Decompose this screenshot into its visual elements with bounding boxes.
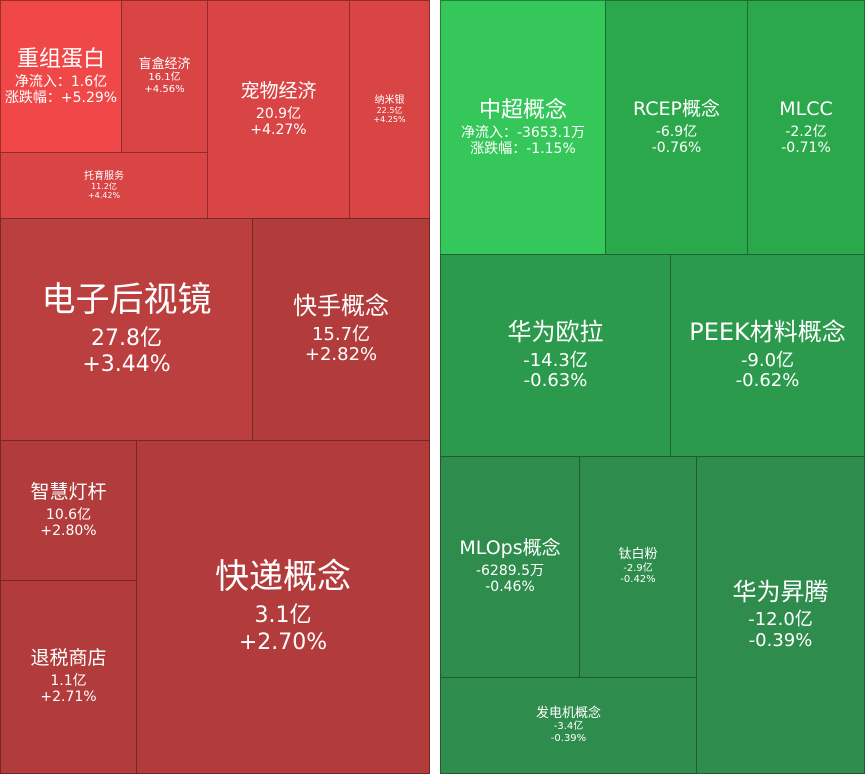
tile-net-inflow: 20.9亿 (255, 105, 302, 122)
tile-name: RCEP概念 (633, 97, 720, 120)
tile-name: MLOps概念 (459, 537, 561, 560)
tile-change: +2.70% (238, 629, 328, 655)
tile-net-inflow: -3.4亿 (553, 721, 584, 733)
tile-fadianji-gainian[interactable]: 发电机概念 -3.4亿 -0.39% (440, 677, 697, 774)
tile-net-inflow: 16.1亿 (148, 72, 181, 84)
tile-change: 涨跌幅：-1.15% (470, 141, 576, 158)
tile-nami-yin[interactable]: 纳米银 22.5亿 +4.25% (349, 0, 430, 219)
tile-net-inflow: -6.9亿 (655, 123, 698, 140)
tile-zhihui-denggan[interactable]: 智慧灯杆 10.6亿 +2.80% (0, 440, 137, 581)
tile-name: 智慧灯杆 (30, 480, 107, 503)
tile-name: 快手概念 (293, 292, 389, 321)
tile-tuoyu-fuwu[interactable]: 托育服务 11.2亿 +4.42% (0, 152, 208, 219)
tile-mlcc[interactable]: MLCC -2.2亿 -0.71% (747, 0, 865, 255)
tile-name: 托育服务 (84, 170, 124, 182)
tile-change: +2.71% (40, 689, 97, 706)
tile-change: +4.25% (373, 115, 406, 125)
tile-change: +4.27% (250, 121, 307, 138)
tile-mlops-gainian[interactable]: MLOps概念 -6289.5万 -0.46% (440, 456, 580, 678)
tile-change: -0.71% (781, 139, 831, 156)
tile-name: 退税商店 (30, 647, 107, 670)
tile-zhongchao-gainian[interactable]: 中超概念 净流入：-3653.1万 涨跌幅：-1.15% (440, 0, 606, 255)
tile-taibaifen[interactable]: 钛白粉 -2.9亿 -0.42% (579, 456, 697, 678)
tile-net-inflow: 3.1亿 (254, 603, 312, 629)
gainers-treemap: 重组蛋白 净流入：1.6亿 涨跌幅：+5.29% 盲盒经济 16.1亿 +4.5… (0, 0, 430, 774)
tile-kuaidi-gainian[interactable]: 快递概念 3.1亿 +2.70% (136, 440, 430, 774)
losers-treemap: 中超概念 净流入：-3653.1万 涨跌幅：-1.15% RCEP概念 -6.9… (440, 0, 865, 774)
tile-change: +2.82% (304, 344, 378, 366)
tile-net-inflow: 27.8亿 (91, 325, 162, 351)
tile-huawei-shengteng[interactable]: 华为昇腾 -12.0亿 -0.39% (696, 456, 865, 774)
tile-manghe-jingji[interactable]: 盲盒经济 16.1亿 +4.56% (121, 0, 208, 153)
tile-change: +3.44% (82, 352, 171, 378)
tile-rcep-gainian[interactable]: RCEP概念 -6.9亿 -0.76% (605, 0, 748, 255)
tile-change: -0.76% (651, 139, 702, 156)
tile-change: -0.46% (485, 579, 535, 596)
tile-change: +2.80% (40, 522, 97, 539)
tile-net-inflow: -2.9亿 (623, 562, 653, 574)
tile-net-inflow: 11.2亿 (91, 182, 117, 192)
tile-net-inflow: 22.5亿 (376, 106, 403, 116)
tile-name: 钛白粉 (618, 547, 658, 563)
tile-name: 电子后视镜 (41, 279, 212, 320)
tile-change: -0.42% (620, 574, 656, 586)
tile-net-inflow: 净流入：1.6亿 (14, 74, 108, 91)
tile-name: 中超概念 (478, 97, 567, 123)
tile-kuaishou-gainian[interactable]: 快手概念 15.7亿 +2.82% (252, 218, 430, 441)
tile-chongzu-danbai[interactable]: 重组蛋白 净流入：1.6亿 涨跌幅：+5.29% (0, 0, 122, 153)
tile-peek-cailiao[interactable]: PEEK材料概念 -9.0亿 -0.62% (670, 254, 865, 457)
tile-net-inflow: -9.0亿 (740, 349, 795, 371)
tile-net-inflow: -14.3亿 (523, 349, 588, 371)
tile-net-inflow: 15.7亿 (311, 323, 371, 345)
tile-net-inflow: -12.0亿 (748, 609, 813, 631)
tile-net-inflow: 净流入：-3653.1万 (460, 125, 586, 142)
tile-net-inflow: 1.1亿 (50, 673, 87, 690)
tile-name: 盲盒经济 (138, 56, 191, 72)
tile-change: 涨跌幅：+5.29% (4, 90, 118, 107)
tile-net-inflow: 10.6亿 (45, 506, 92, 523)
tile-name: 纳米银 (374, 94, 405, 106)
tile-change: +4.56% (144, 83, 185, 95)
tile-name: 发电机概念 (535, 705, 601, 721)
tile-name: 华为欧拉 (507, 318, 604, 347)
tile-net-inflow: -6289.5万 (475, 563, 545, 580)
tile-name: 华为昇腾 (732, 577, 829, 606)
tile-tuishui-shangdian[interactable]: 退税商店 1.1亿 +2.71% (0, 580, 137, 774)
tile-name: MLCC (779, 97, 833, 120)
tile-huawei-oula[interactable]: 华为欧拉 -14.3亿 -0.63% (440, 254, 671, 457)
tile-name: 快递概念 (215, 557, 351, 598)
tile-net-inflow: -2.2亿 (785, 123, 827, 140)
tile-change: -0.62% (735, 370, 800, 392)
tile-change: -0.63% (523, 370, 588, 392)
tile-name: 重组蛋白 (16, 46, 105, 72)
tile-change: -0.39% (550, 732, 587, 744)
tile-change: -0.39% (748, 629, 813, 651)
tile-name: 宠物经济 (240, 79, 317, 102)
tile-change: +4.42% (87, 191, 121, 201)
tile-dianzi-houshijing[interactable]: 电子后视镜 27.8亿 +3.44% (0, 218, 253, 441)
tile-chongwu-jingji[interactable]: 宠物经济 20.9亿 +4.27% (207, 0, 350, 219)
tile-name: PEEK材料概念 (689, 318, 846, 347)
